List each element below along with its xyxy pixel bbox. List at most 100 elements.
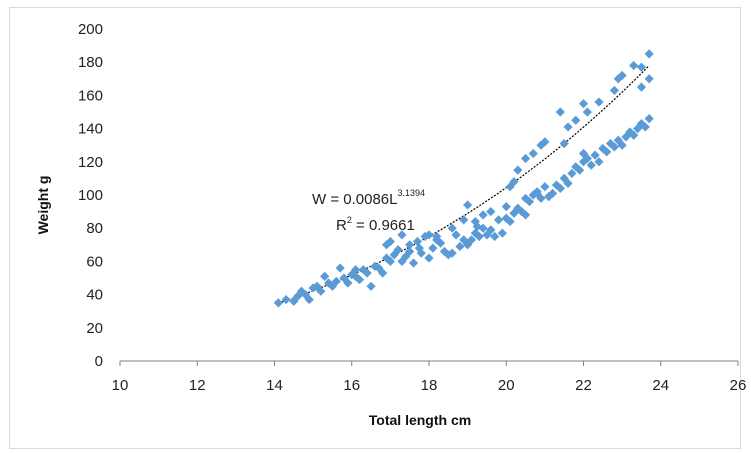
x-tick-label: 10 [112, 377, 129, 394]
data-point [354, 275, 365, 285]
data-point [343, 278, 353, 288]
y-tick-label: 180 [78, 54, 103, 71]
data-point [470, 216, 480, 227]
data-point [459, 215, 469, 225]
data-point [532, 188, 542, 198]
data-point [486, 207, 496, 217]
data-point [520, 210, 531, 220]
data-point [644, 49, 654, 59]
data-point [397, 230, 407, 240]
data-point [505, 182, 515, 192]
data-point [509, 177, 519, 187]
x-tick-label: 24 [652, 377, 669, 394]
data-point [528, 190, 538, 200]
x-tick-label: 16 [343, 377, 360, 394]
data-point [567, 168, 577, 179]
data-point [617, 140, 627, 150]
data-point [497, 228, 507, 238]
data-point [381, 240, 392, 250]
data-point [378, 268, 388, 278]
data-point [358, 265, 368, 275]
data-point [389, 250, 399, 260]
y-tick-label: 160 [78, 87, 103, 104]
y-tick-label: 60 [86, 253, 103, 270]
data-point [513, 165, 523, 175]
y-tick-label: 100 [78, 187, 103, 204]
data-point [578, 99, 589, 109]
data-point [416, 248, 426, 258]
data-point [536, 193, 546, 203]
data-point [455, 241, 465, 252]
data-point [408, 258, 419, 268]
x-tick-label: 22 [575, 377, 592, 394]
data-point [563, 122, 573, 132]
trendline-curve [278, 65, 650, 304]
y-axis: 0 20 40 60 80 100 120 140 160 180 200 [78, 21, 103, 370]
data-point [312, 281, 322, 291]
data-point [544, 192, 554, 202]
data-point [586, 160, 596, 170]
data-point [520, 153, 531, 164]
data-point [540, 182, 550, 192]
data-point [304, 294, 314, 305]
data-point [470, 228, 480, 238]
data-point [609, 85, 619, 96]
data-point [281, 294, 291, 305]
data-point [594, 97, 604, 107]
y-tick-label: 0 [95, 353, 103, 370]
data-point [335, 263, 345, 273]
y-tick-label: 120 [78, 154, 103, 171]
data-point [393, 245, 403, 255]
data-point [447, 223, 457, 233]
data-point [300, 290, 310, 300]
data-point [582, 153, 592, 164]
data-point [625, 127, 635, 137]
data-points [273, 49, 654, 308]
x-tick-label: 14 [266, 377, 283, 394]
data-point [617, 70, 627, 81]
data-point [374, 263, 384, 273]
r-squared-label: R2 = 0.9661 [336, 215, 415, 234]
data-point [636, 82, 647, 92]
data-point [478, 223, 488, 233]
data-point [609, 142, 619, 152]
y-tick-label: 20 [86, 320, 103, 337]
data-point [466, 235, 477, 245]
y-axis-title: Weight g [35, 176, 51, 235]
data-point [428, 243, 438, 253]
data-point [594, 157, 604, 167]
data-point [629, 130, 639, 140]
data-point [463, 200, 473, 210]
data-point [451, 230, 461, 240]
data-point [636, 62, 647, 72]
data-point [447, 248, 457, 258]
data-point [405, 240, 415, 250]
data-point [505, 216, 515, 227]
data-point [644, 114, 654, 124]
data-point [273, 298, 283, 308]
y-tick-label: 80 [86, 220, 103, 237]
data-point [563, 178, 573, 188]
data-point [432, 231, 442, 242]
data-point [629, 60, 639, 71]
data-point [366, 281, 376, 291]
trendline [278, 65, 650, 304]
data-point [381, 253, 392, 263]
data-point [412, 236, 423, 247]
data-point [493, 215, 504, 225]
data-point [296, 286, 307, 296]
data-point [293, 291, 303, 301]
data-point [548, 188, 558, 198]
data-point [385, 256, 395, 266]
data-point [362, 268, 372, 278]
y-tick-label: 40 [86, 287, 103, 304]
data-point [621, 132, 631, 142]
data-point [644, 74, 654, 84]
data-point [405, 246, 415, 257]
data-point [474, 231, 484, 242]
data-point [331, 276, 341, 286]
data-point [605, 138, 616, 149]
y-tick-label: 200 [78, 21, 103, 38]
data-point [555, 183, 565, 193]
